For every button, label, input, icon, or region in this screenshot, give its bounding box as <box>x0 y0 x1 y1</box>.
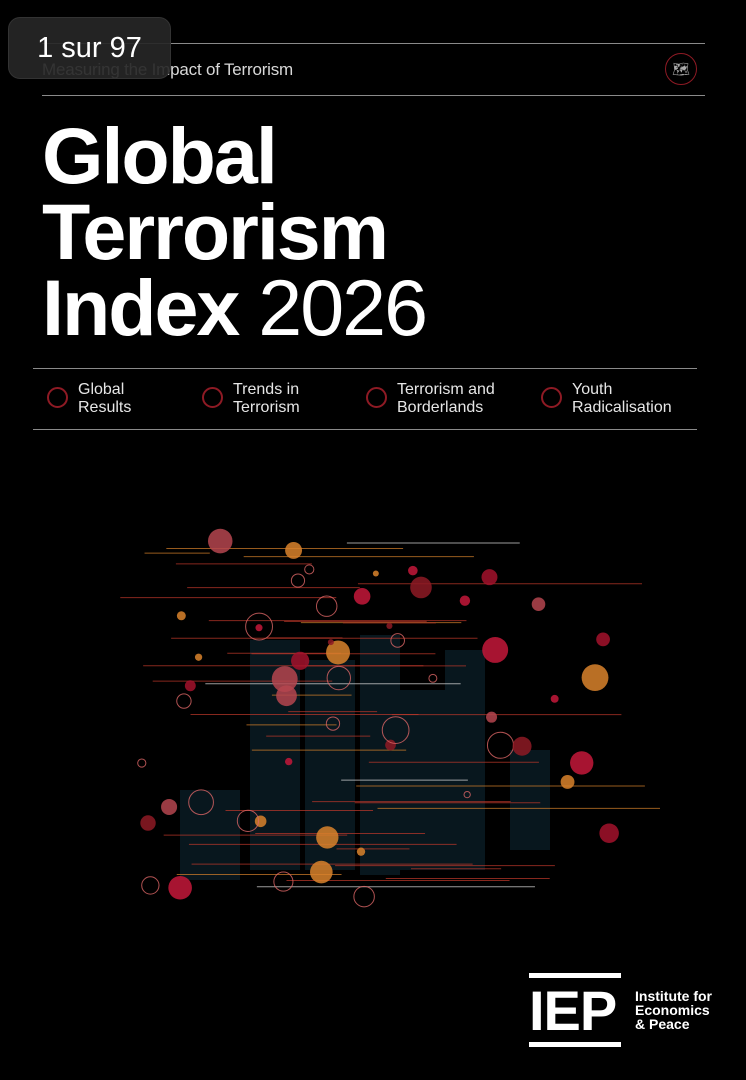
title-index: Index <box>42 263 240 352</box>
logo-name: Institute for Economics & Peace <box>635 989 712 1031</box>
glow-dot <box>459 595 471 606</box>
section-global-results: Global Results <box>47 381 131 417</box>
sections-top-rule <box>33 368 697 369</box>
glow-dot <box>481 569 498 586</box>
ring-dot <box>137 758 147 768</box>
ring-dot <box>381 716 410 744</box>
glow-dot <box>255 624 263 632</box>
glow-dot <box>184 680 196 692</box>
glow-dot <box>140 815 156 831</box>
glow-dot <box>326 640 351 665</box>
glow-dot <box>176 611 186 621</box>
section-label: Youth <box>572 381 613 398</box>
title-line: Index 2026 <box>42 268 428 347</box>
ring-dot <box>315 595 338 617</box>
section-borderlands: Terrorism and Borderlands <box>366 381 495 417</box>
logo-line: Institute for <box>635 988 712 1004</box>
glow-dot <box>531 597 546 612</box>
glow-dot <box>581 664 609 692</box>
glow-dot <box>570 751 594 775</box>
glow-dot <box>550 694 559 703</box>
glow-dot <box>408 565 418 576</box>
section-label: Radicalisation <box>572 399 672 416</box>
page-indicator: 1 sur 97 <box>8 17 171 79</box>
title-year: 2026 <box>258 263 428 352</box>
glow-dot <box>327 639 334 646</box>
section-label: Trends in <box>233 381 300 398</box>
ring-dot <box>463 790 471 799</box>
cover-title: Global Terrorism Index 2026 <box>42 111 428 347</box>
title-line: Global <box>42 111 278 200</box>
ring-dot <box>304 564 315 575</box>
ring-icon <box>202 387 223 408</box>
ring-dot <box>245 612 273 641</box>
logo-bar <box>529 1042 621 1047</box>
glow-dot <box>168 875 192 900</box>
section-label: Global <box>78 381 125 398</box>
glow-dot <box>410 576 432 599</box>
ring-dot <box>188 789 214 816</box>
logo-line: & Peace <box>635 1016 690 1032</box>
ring-icon <box>366 387 387 408</box>
subtitle-rule <box>42 95 705 96</box>
logo-abbr: IEP <box>529 979 617 1042</box>
section-label: Terrorism <box>233 399 300 416</box>
ring-dot <box>325 716 341 731</box>
glow-dot <box>372 570 379 577</box>
glow-dot <box>285 757 293 766</box>
building-shape <box>510 750 550 850</box>
ring-icon <box>47 387 68 408</box>
glow-dot <box>486 711 498 723</box>
ring-dot <box>290 573 306 588</box>
glow-dot <box>560 774 575 789</box>
section-label: Terrorism and <box>397 381 495 398</box>
top-rule <box>42 43 705 44</box>
glow-dot <box>161 798 178 815</box>
glow-dot <box>596 632 610 647</box>
ring-dot <box>353 885 375 908</box>
building-shape <box>445 650 485 870</box>
section-label: Results <box>78 399 132 416</box>
building-shape <box>360 635 400 875</box>
glow-dot <box>271 666 298 693</box>
ring-dot <box>141 876 160 895</box>
glow-dot <box>385 739 396 751</box>
glow-dot <box>207 528 233 554</box>
glow-dot <box>512 736 532 756</box>
logo-bar <box>529 973 621 978</box>
section-youth: Youth Radicalisation <box>541 381 672 417</box>
ring-icon <box>541 387 562 408</box>
ring-dot <box>486 731 515 759</box>
glow-dot <box>310 860 333 884</box>
ring-dot <box>428 673 438 683</box>
iep-logo: IEP Institute for Economics & Peace <box>529 973 724 1048</box>
ring-dot <box>326 665 351 691</box>
ring-dot <box>273 871 294 892</box>
glow-dot <box>194 653 203 661</box>
glow-dot <box>356 847 366 856</box>
glow-dot <box>285 541 303 559</box>
section-label: Borderlands <box>397 399 484 416</box>
glow-dot <box>291 651 310 670</box>
logo-line: Economics <box>635 1002 710 1018</box>
glow-dot <box>386 622 393 629</box>
ring-dot <box>390 633 405 648</box>
glow-dot <box>254 815 267 828</box>
world-map-icon: 🗺 <box>665 53 697 85</box>
ring-dot <box>176 693 192 709</box>
glow-dot <box>353 588 371 605</box>
glow-dot <box>316 826 339 849</box>
glow-dot <box>482 636 509 663</box>
ring-dot <box>236 809 260 832</box>
cover-artwork <box>120 528 660 908</box>
sections-bottom-rule <box>33 429 697 430</box>
section-trends: Trends in Terrorism <box>202 381 300 417</box>
glow-dot <box>599 823 619 843</box>
title-line: Terrorism <box>42 187 389 276</box>
